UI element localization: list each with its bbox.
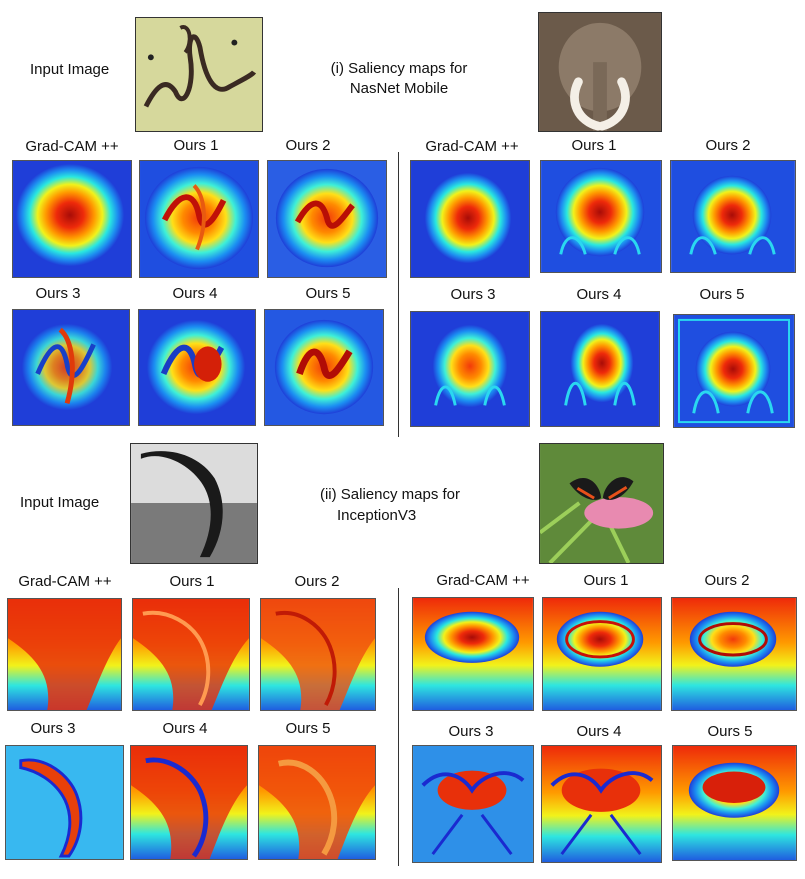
label-s2-left-ours1: Ours 1 [169,573,215,590]
saliency-s2-right-ours1 [542,597,662,711]
label-s2-right-ours5: Ours 5 [707,723,753,740]
label-s1-left-ours1: Ours 1 [173,137,219,154]
label-s1-right-ours3: Ours 3 [450,286,496,303]
saliency-s1-left-ours5 [264,309,384,426]
saliency-s2-right-gradcam [412,597,534,711]
caption-1-line-1: (i) Saliency maps for [330,60,468,77]
label-s1-left-ours5: Ours 5 [305,285,351,302]
saliency-s1-right-gradcam [410,160,530,278]
input-image-label-2: Input Image [20,494,100,511]
saliency-s2-right-ours2 [671,597,797,711]
label-s1-right-ours4: Ours 4 [576,286,622,303]
divider-s2 [398,588,399,866]
label-s2-right-ours1: Ours 1 [583,572,629,589]
label-s2-right-ours3: Ours 3 [448,723,494,740]
divider-s1 [398,152,399,437]
saliency-s2-left-ours4 [130,745,248,860]
saliency-s1-right-ours1 [540,160,662,273]
saliency-s2-left-gradcam [7,598,122,711]
input-image-label-1: Input Image [30,61,110,78]
saliency-s1-left-ours4 [138,309,256,426]
input-image-snake [135,17,263,132]
saliency-s1-right-ours3 [410,311,530,427]
saliency-s2-left-ours3 [5,745,124,860]
caption-2-line-1: (ii) Saliency maps for [319,486,461,503]
label-s1-left-ours2: Ours 2 [285,137,331,154]
label-s1-right-ours5: Ours 5 [699,286,745,303]
input-image-shark [130,443,258,564]
input-image-butterfly [539,443,664,564]
saliency-s1-left-ours3 [12,309,130,426]
label-s1-right-ours2: Ours 2 [705,137,751,154]
label-s2-left-gradcam: Grad-CAM ++ [18,573,112,590]
label-s2-left-ours4: Ours 4 [162,720,208,737]
label-s1-left-ours3: Ours 3 [35,285,81,302]
label-s2-right-gradcam: Grad-CAM ++ [436,572,530,589]
label-s1-right-gradcam: Grad-CAM ++ [425,138,519,155]
saliency-s2-right-ours5 [672,745,797,861]
label-s1-left-gradcam: Grad-CAM ++ [25,138,119,155]
saliency-s1-right-ours4 [540,311,660,427]
label-s1-right-ours1: Ours 1 [571,137,617,154]
saliency-s2-right-ours4 [541,745,662,863]
caption-1-line-2: NasNet Mobile [349,80,449,97]
label-s2-left-ours3: Ours 3 [30,720,76,737]
saliency-s1-left-ours1 [139,160,259,278]
label-s1-left-ours4: Ours 4 [172,285,218,302]
label-s2-left-ours5: Ours 5 [285,720,331,737]
saliency-s2-left-ours5 [258,745,376,860]
label-s2-right-ours4: Ours 4 [576,723,622,740]
input-image-elephant [538,12,662,132]
saliency-s2-left-ours2 [260,598,376,711]
caption-2-line-2: InceptionV3 [337,507,417,524]
label-s2-right-ours2: Ours 2 [704,572,750,589]
saliency-s1-left-gradcam [12,160,132,278]
saliency-s1-right-ours5 [673,314,795,428]
label-s2-left-ours2: Ours 2 [294,573,340,590]
saliency-s1-right-ours2 [670,160,796,273]
saliency-s1-left-ours2 [267,160,387,278]
saliency-s2-right-ours3 [412,745,534,863]
saliency-s2-left-ours1 [132,598,250,711]
